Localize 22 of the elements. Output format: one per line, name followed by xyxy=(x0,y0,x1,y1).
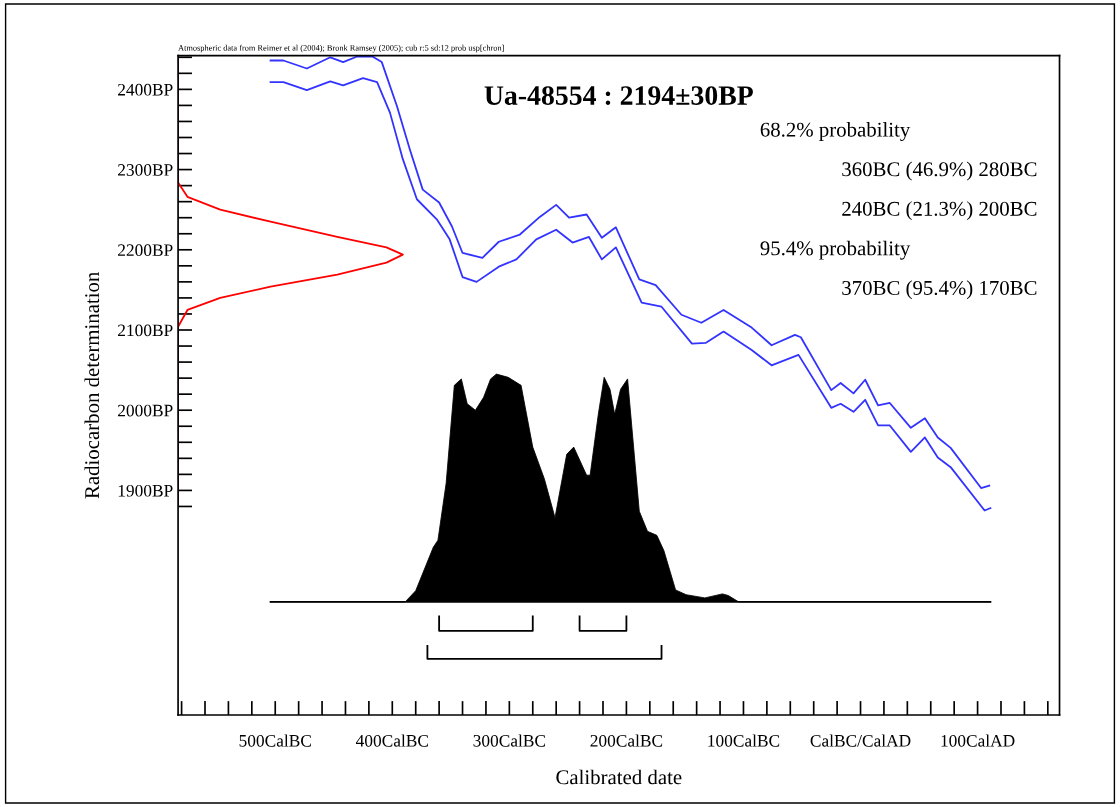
y-tick-label: 2400BP xyxy=(118,83,173,96)
x-tick-label: 500CalBC xyxy=(239,734,311,747)
y-tick-label: 1900BP xyxy=(118,484,173,497)
text: Atmospheric data from Reimer et al (2004); Bronk Ramsey (2005); cub r:5 sd:12 prob usp[chron] xyxy=(178,44,504,53)
annotation: 370BC (95.4%) 170BC xyxy=(842,280,1037,300)
x-axis-title: Calibrated date xyxy=(556,769,682,785)
y-tick-label: 2200BP xyxy=(118,244,173,256)
y-axis-title: Radiocarbon determination xyxy=(84,271,100,499)
x-tick-label: CalBC/CalAD xyxy=(810,734,911,747)
annotation: 240BC (21.3%) 200BC xyxy=(842,201,1037,221)
y-tick-label: 2300BP xyxy=(118,164,173,176)
x-tick-label: 400CalBC xyxy=(355,734,428,747)
y-tick-label: 2100BP xyxy=(118,324,173,337)
y-tick-label: 2000BP xyxy=(118,404,173,417)
x-tick-label: 100CalAD xyxy=(941,734,1015,747)
annotation: 360BC (46.9%) 280BC xyxy=(842,161,1037,181)
annotation: 95.4% probability xyxy=(760,240,911,260)
x-tick-label: 200CalBC xyxy=(590,734,663,747)
annotation: 68.2% probability xyxy=(760,122,911,141)
x-tick-label: 300CalBC xyxy=(473,734,546,747)
x-tick-label: 100CalBC xyxy=(708,734,780,747)
text: Ua-48554 : 2194±30BP xyxy=(484,86,753,106)
